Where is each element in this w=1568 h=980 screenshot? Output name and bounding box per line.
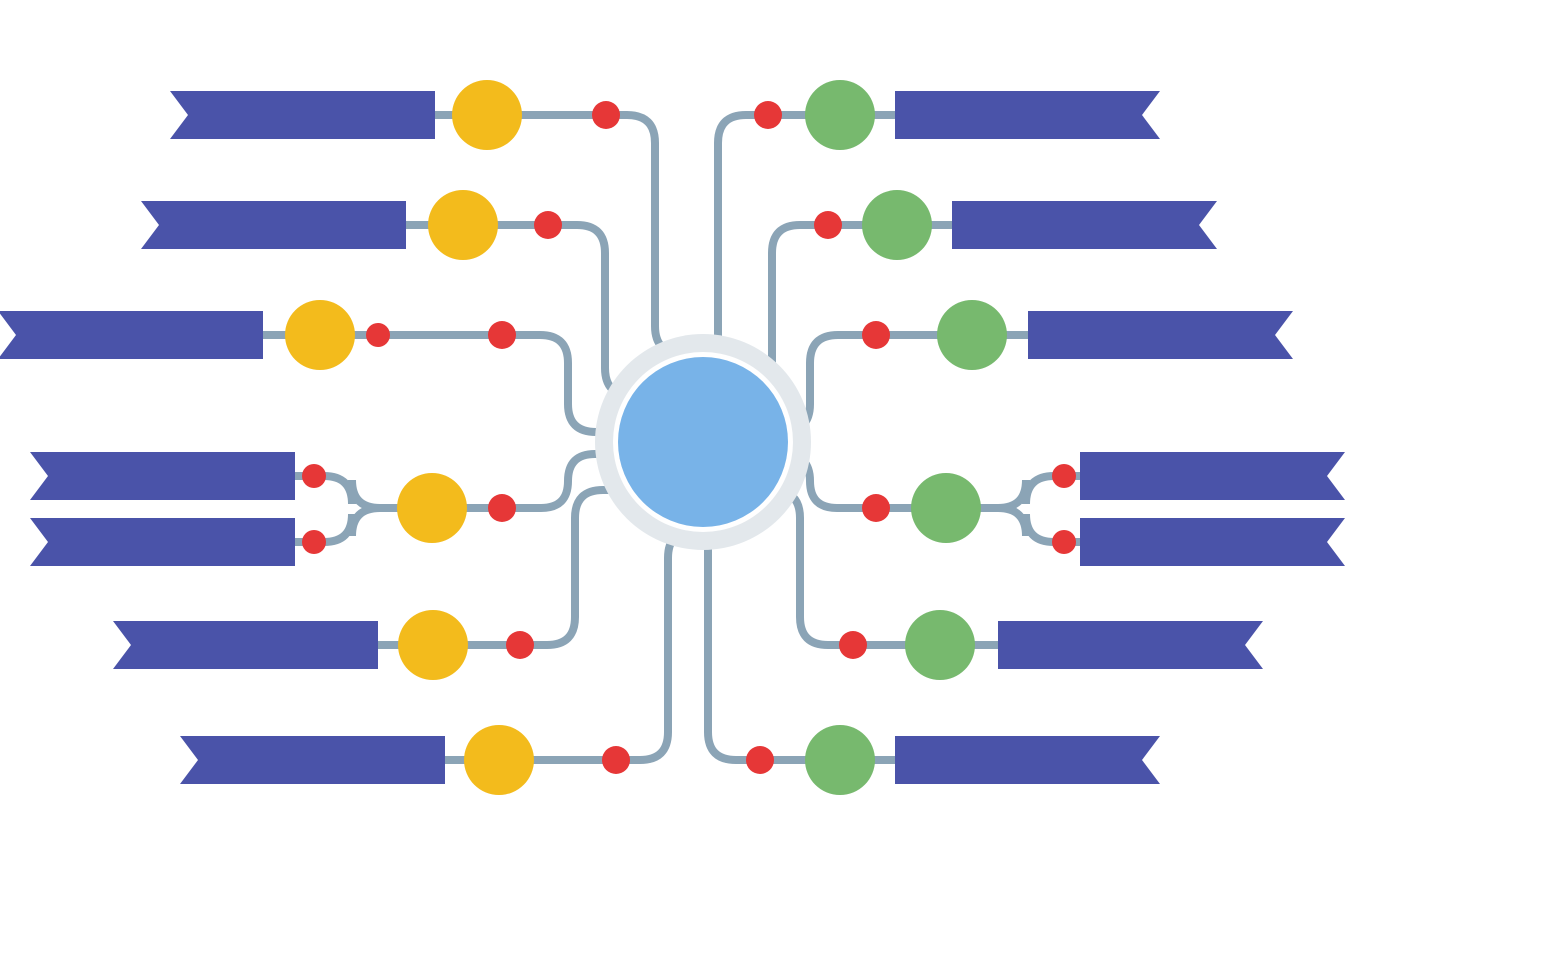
right-row-1-dot bbox=[814, 211, 842, 239]
circuit-diagram bbox=[0, 0, 1568, 980]
right-row-0-banner bbox=[895, 91, 1160, 139]
right-row-3-circle bbox=[911, 473, 981, 543]
right-row-2-circle bbox=[937, 300, 1007, 370]
right-row-1-banner bbox=[952, 201, 1217, 249]
right-row-4-circle bbox=[905, 610, 975, 680]
left-row-2-dot bbox=[488, 321, 516, 349]
center-core bbox=[618, 357, 788, 527]
left-row-4-circle bbox=[398, 610, 468, 680]
left-row-1-dot bbox=[534, 211, 562, 239]
left-row-5-circle bbox=[464, 725, 534, 795]
left-row-5-dot bbox=[602, 746, 630, 774]
right-row-3-fork-dot-bot bbox=[1052, 530, 1076, 554]
left-row-0-banner bbox=[170, 91, 435, 139]
right-row-4-dot bbox=[839, 631, 867, 659]
left-row-3-banner-top bbox=[30, 452, 295, 500]
right-row-3-fork-dot-top bbox=[1052, 464, 1076, 488]
left-row-3-fork-dot-bot bbox=[302, 530, 326, 554]
left-row-5-banner bbox=[180, 736, 445, 784]
left-row-2-mid-dot bbox=[366, 323, 390, 347]
left-row-0-dot bbox=[592, 101, 620, 129]
left-row-3-fork-dot-top bbox=[302, 464, 326, 488]
right-row-5-dot bbox=[746, 746, 774, 774]
left-row-1-circle bbox=[428, 190, 498, 260]
left-row-3-banner-bot bbox=[30, 518, 295, 566]
left-row-3-circle bbox=[397, 473, 467, 543]
left-row-2-circle bbox=[285, 300, 355, 370]
right-row-3-banner-bot bbox=[1080, 518, 1345, 566]
left-row-2-banner bbox=[0, 311, 263, 359]
left-row-1-banner bbox=[141, 201, 406, 249]
right-row-4-banner bbox=[998, 621, 1263, 669]
right-row-2-banner bbox=[1028, 311, 1293, 359]
right-row-0-circle bbox=[805, 80, 875, 150]
right-row-5-circle bbox=[805, 725, 875, 795]
center-node bbox=[595, 334, 811, 550]
right-row-2-dot bbox=[862, 321, 890, 349]
right-row-0-dot bbox=[754, 101, 782, 129]
left-row-3-dot bbox=[488, 494, 516, 522]
left-row-4-dot bbox=[506, 631, 534, 659]
right-row-1-circle bbox=[862, 190, 932, 260]
left-row-0-circle bbox=[452, 80, 522, 150]
left-row-4-banner bbox=[113, 621, 378, 669]
right-row-3-banner-top bbox=[1080, 452, 1345, 500]
right-row-5-banner bbox=[895, 736, 1160, 784]
right-row-3-dot bbox=[862, 494, 890, 522]
